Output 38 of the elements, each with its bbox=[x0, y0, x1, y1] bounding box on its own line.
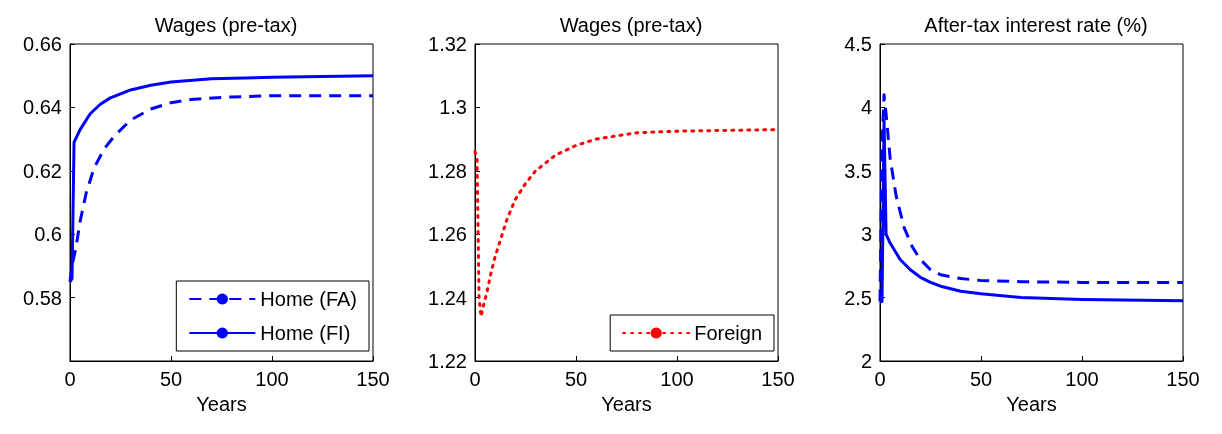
y-tick-label: 1.26 bbox=[428, 223, 467, 246]
x-axis-title: Years bbox=[601, 392, 652, 415]
y-tick-label: 1.22 bbox=[428, 350, 467, 372]
y-tick-label: 3.5 bbox=[844, 159, 872, 182]
y-tick-label: 0.64 bbox=[23, 96, 62, 119]
x-tick-label: 0 bbox=[874, 368, 886, 390]
legend-label: Foreign bbox=[694, 322, 762, 344]
chart-title: Wages (pre-tax) bbox=[559, 14, 703, 36]
y-tick-label: 0.62 bbox=[23, 159, 62, 182]
y-tick-label: 4 bbox=[860, 96, 872, 119]
y-tick-label: 1.32 bbox=[428, 33, 467, 55]
x-tick-label: 100 bbox=[660, 368, 694, 390]
chart-title: Wages (pre-tax) bbox=[154, 14, 298, 36]
x-tick-label: 100 bbox=[255, 368, 289, 390]
y-tick-label: 0.6 bbox=[34, 223, 62, 246]
y-tick-label: 0.66 bbox=[23, 33, 62, 55]
x-axis-title: Years bbox=[196, 392, 247, 415]
x-tick-label: 50 bbox=[969, 368, 993, 390]
y-tick-label: 1.28 bbox=[428, 159, 467, 182]
y-tick-label: 4.5 bbox=[844, 33, 872, 55]
y-tick-label: 3 bbox=[860, 223, 872, 246]
y-tick-label: 1.3 bbox=[439, 96, 467, 119]
y-tick-label: 1.24 bbox=[428, 286, 467, 309]
legend-label: Home (FA) bbox=[260, 288, 358, 310]
y-tick-label: 0.58 bbox=[23, 286, 62, 309]
x-tick-label: 150 bbox=[761, 368, 795, 390]
legend-label: Home (FI) bbox=[260, 322, 351, 344]
x-tick-label: 150 bbox=[356, 368, 390, 390]
x-tick-label: 50 bbox=[564, 368, 588, 390]
x-tick-label: 100 bbox=[1065, 368, 1099, 390]
chart-title: After-tax interest rate (%) bbox=[924, 14, 1148, 36]
x-axis-title: Years bbox=[1006, 392, 1057, 415]
x-tick-label: 150 bbox=[1166, 368, 1200, 390]
x-tick-label: 0 bbox=[469, 368, 481, 390]
y-tick-label: 2.5 bbox=[844, 286, 872, 309]
y-tick-label: 2 bbox=[860, 350, 872, 372]
x-tick-label: 50 bbox=[159, 368, 183, 390]
x-tick-label: 0 bbox=[64, 368, 76, 390]
